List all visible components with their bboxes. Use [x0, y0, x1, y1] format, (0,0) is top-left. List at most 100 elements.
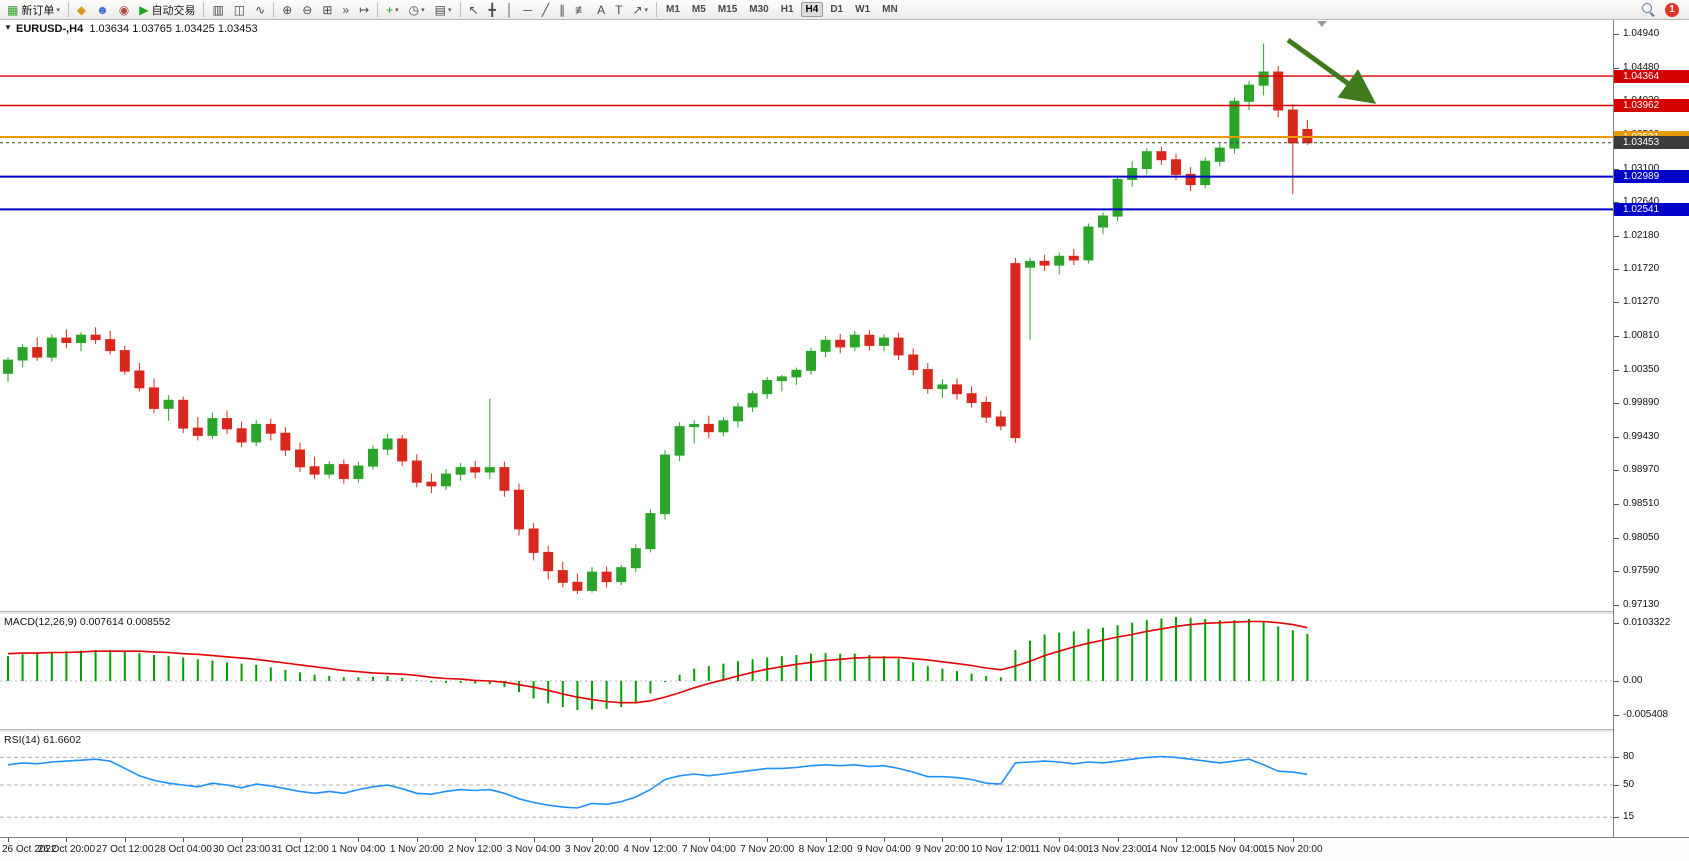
timeframe-h1-button[interactable]: H1 — [780, 4, 794, 15]
panel-divider[interactable] — [0, 729, 1689, 733]
macd-plot[interactable] — [0, 615, 1613, 729]
toolbar-separator — [67, 2, 69, 17]
time-tick — [300, 838, 301, 842]
candlestick-plot[interactable] — [0, 20, 1613, 611]
timeframe-m30-button[interactable]: M30 — [749, 4, 769, 15]
price-chart-panel[interactable]: ▼ EURUSD-,H4 1.03634 1.03765 1.03425 1.0… — [0, 20, 1613, 611]
candlestick-chart-button[interactable]: ◫ — [230, 1, 249, 19]
toolbar-separator — [656, 2, 658, 17]
toolbar-separator — [203, 2, 205, 17]
candle-body — [747, 393, 758, 408]
crosshair-icon: ╋ — [488, 2, 496, 17]
one-click-trading-arrow-icon[interactable]: ▼ — [4, 23, 12, 32]
periods-button[interactable]: ◷ ▾ — [405, 1, 429, 19]
equidistant-channel-button[interactable]: ∥ — [555, 1, 569, 19]
rsi-header: RSI(14) 61.6602 — [4, 734, 82, 746]
cursor-button[interactable]: ↖ — [465, 1, 483, 19]
candle-body — [995, 416, 1006, 427]
candle-body — [514, 489, 524, 530]
candle-body — [952, 384, 962, 395]
high-value: 1.03765 — [132, 23, 172, 35]
community-icon-button[interactable]: ☻ — [92, 1, 113, 19]
close-value: 1.03453 — [217, 23, 258, 35]
candle-body — [630, 548, 641, 569]
autotrading-button[interactable]: ▶ 自动交易 — [135, 1, 199, 19]
new-order-button-label: 新订单 — [21, 4, 55, 17]
toolbar-separator — [273, 2, 275, 17]
candle-body — [616, 567, 627, 583]
new-order-button[interactable]: ▦ 新订单 ▾ — [3, 1, 64, 19]
candle-body — [1068, 255, 1079, 261]
timeframe-h4-button[interactable]: H4 — [800, 2, 824, 17]
axis-label: 0.00 — [1614, 675, 1689, 687]
time-axis-label: 7 Nov 04:00 — [681, 844, 736, 855]
tile-windows-button[interactable]: ⊞ — [318, 1, 336, 19]
candle-body — [280, 432, 291, 451]
text-icon: A — [597, 2, 606, 17]
candle-body — [1141, 151, 1152, 169]
time-tick — [1292, 838, 1294, 842]
text-label-button[interactable]: T — [611, 1, 626, 19]
fibonacci-button[interactable]: ≢ — [571, 1, 591, 19]
periods-icon: ◷ — [408, 2, 420, 17]
candle-body — [572, 581, 583, 591]
timeframe-w1-button[interactable]: W1 — [855, 4, 871, 15]
zoom-out-icon: ⊖ — [302, 2, 313, 17]
candle-body — [879, 337, 889, 346]
time-axis-label: 11 Nov 04:00 — [1029, 844, 1089, 855]
arrows-button[interactable]: ↗ ▾ — [628, 1, 652, 19]
line-chart-button[interactable]: ∿ — [251, 1, 269, 19]
candle-body — [1185, 173, 1196, 186]
candle-body — [557, 570, 568, 583]
mql5-icon-button[interactable]: ◆ — [73, 1, 90, 19]
zoom-in-button[interactable]: ⊕ — [278, 1, 296, 19]
candle-body — [1083, 226, 1094, 261]
trendline-icon: ╱ — [541, 2, 550, 17]
axis-label: 50 — [1614, 779, 1689, 791]
notification-badge[interactable]: 1 — [1665, 2, 1679, 17]
candle-body — [426, 481, 437, 487]
chart-shift-button[interactable]: ↦ — [355, 1, 373, 19]
timeframe-m15-button[interactable]: M15 — [717, 4, 738, 15]
candle-body — [937, 384, 948, 390]
crosshair-button[interactable]: ╋ — [485, 1, 500, 19]
rsi-indicator-panel[interactable]: RSI(14) 61.6602 — [0, 733, 1613, 837]
time-axis-label: 10 Nov 12:00 — [971, 844, 1031, 855]
rsi-plot[interactable] — [0, 733, 1613, 837]
candle-body — [236, 428, 247, 443]
templates-button[interactable]: ▤ ▾ — [431, 1, 456, 19]
timeframe-d1-button[interactable]: D1 — [830, 4, 844, 15]
timeframe-mn-button[interactable]: MN — [882, 4, 898, 15]
text-button[interactable]: A — [593, 1, 609, 19]
price-axis[interactable]: 1.049401.044801.040201.035601.031001.026… — [1613, 20, 1689, 837]
candle-body — [835, 339, 846, 348]
time-axis-label: 14 Nov 12:00 — [1146, 844, 1206, 855]
zoom-out-button[interactable]: ⊖ — [298, 1, 316, 19]
trend-arrow-annotation[interactable] — [1286, 37, 1377, 104]
panel-divider[interactable] — [0, 611, 1689, 615]
search-icon[interactable] — [1642, 3, 1655, 16]
arrows-icon: ↗ — [632, 2, 643, 17]
macd-indicator-panel[interactable]: MACD(12,26,9) 0.007614 0.008552 — [0, 615, 1613, 729]
auto-scroll-button[interactable]: » — [338, 1, 353, 19]
time-axis-label: 1 Nov 04:00 — [331, 844, 386, 855]
vertical-line-button[interactable]: │ — [502, 1, 518, 19]
axis-label: 0.98050 — [1614, 532, 1689, 544]
timeframe-m5-button[interactable]: M5 — [691, 4, 706, 15]
indicators-button[interactable]: + ▾ — [382, 1, 403, 19]
horizontal-line-icon: ─ — [523, 2, 532, 17]
horizontal-line-button[interactable]: ─ — [519, 1, 536, 19]
time-axis[interactable]: 26 Oct 2022 26 Oct 20:00 27 Oct 12:00 28 Oc… — [0, 837, 1689, 861]
candle-body — [703, 423, 714, 433]
candle-body — [587, 571, 597, 591]
timeframe-m1-button[interactable]: M1 — [666, 4, 680, 15]
bar-chart-button[interactable]: ▥ — [208, 1, 227, 19]
axis-label: 0.97590 — [1614, 565, 1689, 577]
time-tick — [1117, 838, 1119, 842]
price-tag: 1.02989 — [1614, 170, 1689, 184]
trendline-button[interactable]: ╱ — [538, 1, 553, 19]
time-tick — [183, 838, 185, 842]
alerts-icon-button[interactable]: ◉ — [115, 1, 133, 19]
mql5-icon-icon: ◆ — [76, 2, 87, 17]
axis-label: 0.98970 — [1614, 464, 1689, 476]
